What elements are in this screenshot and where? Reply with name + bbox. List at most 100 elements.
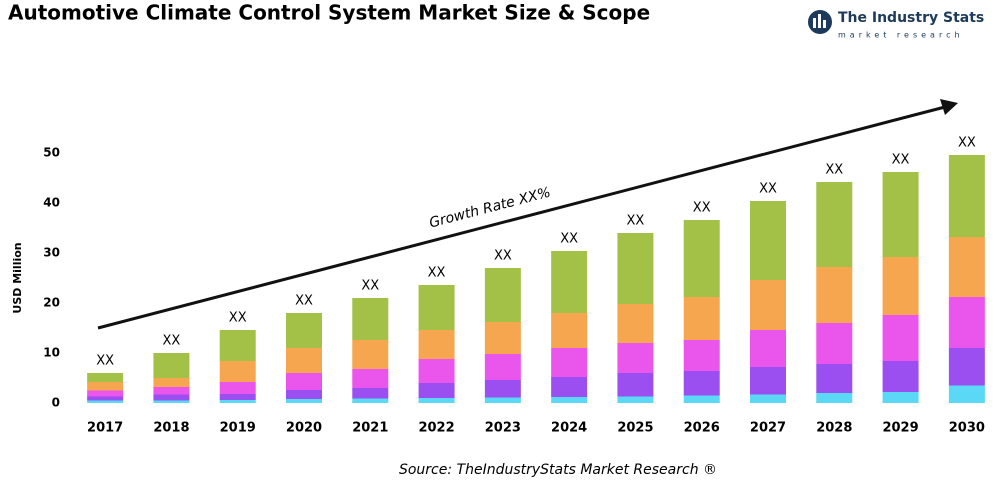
bar-segment (683, 340, 720, 371)
bar-segment (617, 233, 654, 304)
bar-segment (87, 396, 124, 401)
x-tick-label: 2023 (485, 421, 521, 436)
bar-segment (484, 380, 521, 398)
bar-segment (816, 364, 853, 393)
bar-segment (750, 394, 786, 403)
bar-segment (87, 400, 124, 403)
bar-segment (617, 304, 654, 343)
source: Source: TheIndustryStats Market Research… (399, 462, 717, 478)
bar-segment (551, 397, 588, 403)
bar-segment (219, 394, 256, 400)
bar-segment (683, 220, 720, 297)
bar-top-label: XX (295, 294, 313, 309)
bar-segment (484, 354, 521, 380)
logo (808, 10, 832, 34)
arrow-head (940, 99, 958, 115)
bar-segment (418, 359, 455, 383)
bar-segment (551, 348, 588, 377)
bar-top-label: XX (693, 201, 711, 216)
x-tick-label: 2026 (684, 421, 720, 436)
x-tick-label: 2018 (153, 421, 189, 436)
bar-segment (750, 330, 786, 367)
y-tick-label: 40 (43, 196, 60, 210)
bar-segment (286, 373, 322, 390)
bar-segment (352, 369, 389, 388)
bar-segment (816, 393, 853, 403)
bar-segment (352, 388, 389, 399)
bar-segment (286, 390, 322, 399)
bar-segment (219, 400, 256, 403)
bar-segment (286, 313, 322, 348)
x-tick-label: 2022 (418, 421, 454, 436)
bar-segment (617, 373, 654, 397)
growth-arrow (97, 105, 946, 330)
bar-segment (683, 297, 720, 340)
bar-segment (286, 399, 322, 403)
bar-segment (948, 237, 985, 297)
bar-top-label: XX (825, 163, 843, 178)
bar-segment (882, 392, 919, 403)
bar-segment (418, 398, 455, 403)
y-axis-label: USD Million (11, 242, 24, 313)
x-tick-label: 2020 (286, 421, 322, 436)
x-tick-label: 2028 (816, 421, 852, 436)
bar-segment (948, 348, 985, 386)
bar-segment (882, 172, 919, 257)
bar-segment (418, 330, 455, 359)
bar-segment (551, 251, 588, 313)
bar-segment (87, 373, 124, 382)
x-tick-label: 2029 (882, 421, 918, 436)
bar-segment (948, 297, 985, 348)
bar-segment (153, 394, 190, 401)
bar-segment (948, 385, 985, 403)
bar-top-label: XX (428, 266, 446, 281)
bar-segment (816, 267, 853, 323)
bar-segment (153, 378, 190, 387)
bar-segment (153, 387, 190, 395)
bar-segment (352, 298, 389, 340)
bar-top-label: XX (229, 311, 247, 326)
bar-segment (882, 315, 919, 361)
bar-segment (816, 323, 853, 364)
chart-title: Automotive Climate Control System Market… (8, 1, 650, 25)
bar-top-label: XX (759, 182, 777, 197)
bar-segment (948, 155, 985, 237)
bar-segment (617, 343, 654, 373)
y-tick-label: 0 (52, 396, 60, 410)
bar-top-label: XX (958, 136, 976, 151)
bar-segment (418, 285, 455, 330)
bar-segment (683, 371, 720, 396)
bar-segment (352, 340, 389, 369)
bar-segment (219, 361, 256, 382)
bar-segment (484, 322, 521, 354)
bar-segment (484, 397, 521, 403)
brand-sub: market research (838, 31, 964, 40)
bar-top-label: XX (96, 354, 114, 369)
brand: The Industry Stats (838, 10, 984, 26)
bar-segment (750, 367, 786, 395)
bar-segment (153, 353, 190, 378)
bar-segment (352, 398, 389, 403)
bar-segment (484, 268, 521, 322)
y-tick-label: 30 (43, 246, 60, 260)
x-tick-label: 2030 (949, 421, 985, 436)
bar-segment (87, 382, 124, 391)
bar-segment (683, 395, 720, 403)
bar-segment (219, 382, 256, 394)
bar-segment (418, 383, 455, 398)
bar-top-label: XX (892, 153, 910, 168)
y-tick-label: 50 (43, 146, 60, 160)
y-tick-label: 10 (43, 346, 60, 360)
bar-segment (882, 361, 919, 392)
bar-top-label: XX (494, 249, 512, 264)
bar-segment (153, 400, 190, 403)
bar-top-label: XX (627, 214, 645, 229)
bar-top-label: XX (361, 279, 379, 294)
bar-top-label: XX (560, 232, 578, 247)
bar-segment (551, 377, 588, 397)
x-tick-label: 2019 (220, 421, 256, 436)
bar-segment (617, 396, 654, 403)
bar-segment (87, 390, 124, 397)
bar-segment (882, 257, 919, 315)
